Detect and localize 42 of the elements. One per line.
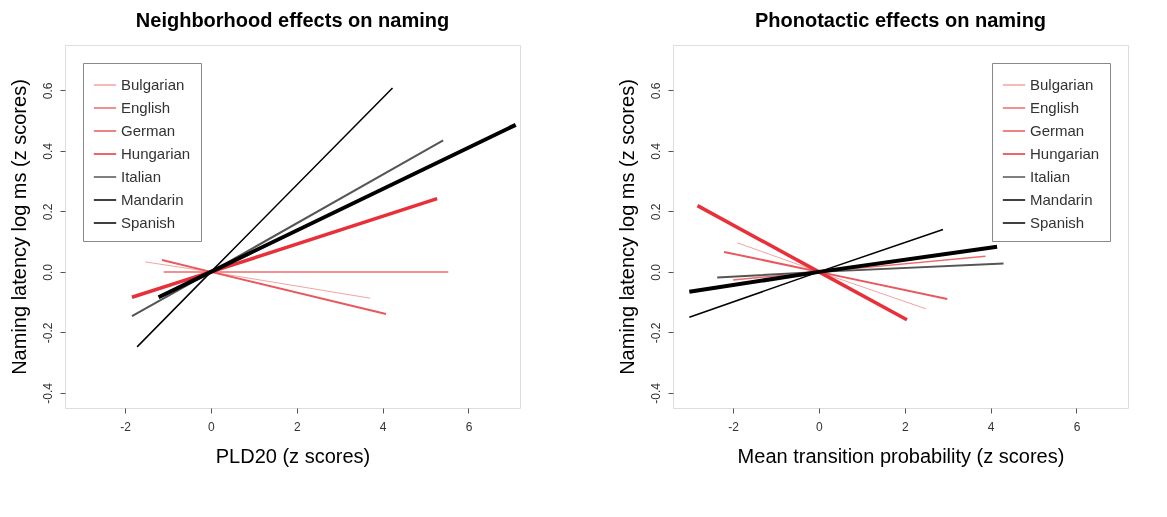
y-tick-label: 0.0 <box>648 263 663 281</box>
y-tick-label: 0.2 <box>40 203 55 221</box>
legend-label: Hungarian <box>1030 145 1100 162</box>
legend-label: Bulgarian <box>1030 76 1094 93</box>
x-tick-label: -2 <box>728 419 740 434</box>
y-tick-label: 0.6 <box>648 82 663 100</box>
x-tick-label: -2 <box>120 419 132 434</box>
legend-label: Mandarin <box>1030 191 1093 208</box>
y-tick-label: 0.4 <box>40 142 55 160</box>
chart-title: Neighborhood effects on naming <box>135 9 450 31</box>
x-axis-title: PLD20 (z scores) <box>215 444 371 467</box>
y-axis-title: Naming latency log ms (z scores) <box>7 79 30 375</box>
y-tick-label: -0.2 <box>40 322 55 344</box>
y-axis-title: Naming latency log ms (z scores) <box>615 79 638 375</box>
y-tick-label: -0.4 <box>40 382 55 404</box>
y-tick-label: -0.4 <box>648 382 663 404</box>
x-tick-label: 6 <box>465 419 473 434</box>
legend-label: Bulgarian <box>121 76 185 93</box>
legend-label: Spanish <box>1030 214 1085 231</box>
x-tick-label: 0 <box>816 419 824 434</box>
legend-label: Italian <box>121 168 162 185</box>
y-tick-label: 0.4 <box>648 142 663 160</box>
x-tick-label: 6 <box>1073 419 1081 434</box>
y-tick-label: 0.2 <box>648 203 663 221</box>
x-tick-label: 0 <box>208 419 216 434</box>
legend-label: German <box>1030 122 1085 139</box>
legend-label: Hungarian <box>121 145 191 162</box>
legend-label: Mandarin <box>121 191 184 208</box>
x-axis-title: Mean transition probability (z scores) <box>737 444 1065 467</box>
legend-label: Spanish <box>121 214 176 231</box>
x-tick-label: 4 <box>379 419 387 434</box>
y-tick-label: 0.0 <box>40 263 55 281</box>
legend-label: German <box>121 122 176 139</box>
y-tick-label: 0.6 <box>40 82 55 100</box>
x-tick-label: 2 <box>901 419 909 434</box>
legend-label: English <box>121 99 171 116</box>
chart-title: Phonotactic effects on naming <box>754 9 1047 31</box>
x-tick-label: 2 <box>293 419 301 434</box>
legend-label: English <box>1030 99 1080 116</box>
x-tick-label: 4 <box>987 419 995 434</box>
y-tick-label: -0.2 <box>648 322 663 344</box>
legend-label: Italian <box>1030 168 1071 185</box>
